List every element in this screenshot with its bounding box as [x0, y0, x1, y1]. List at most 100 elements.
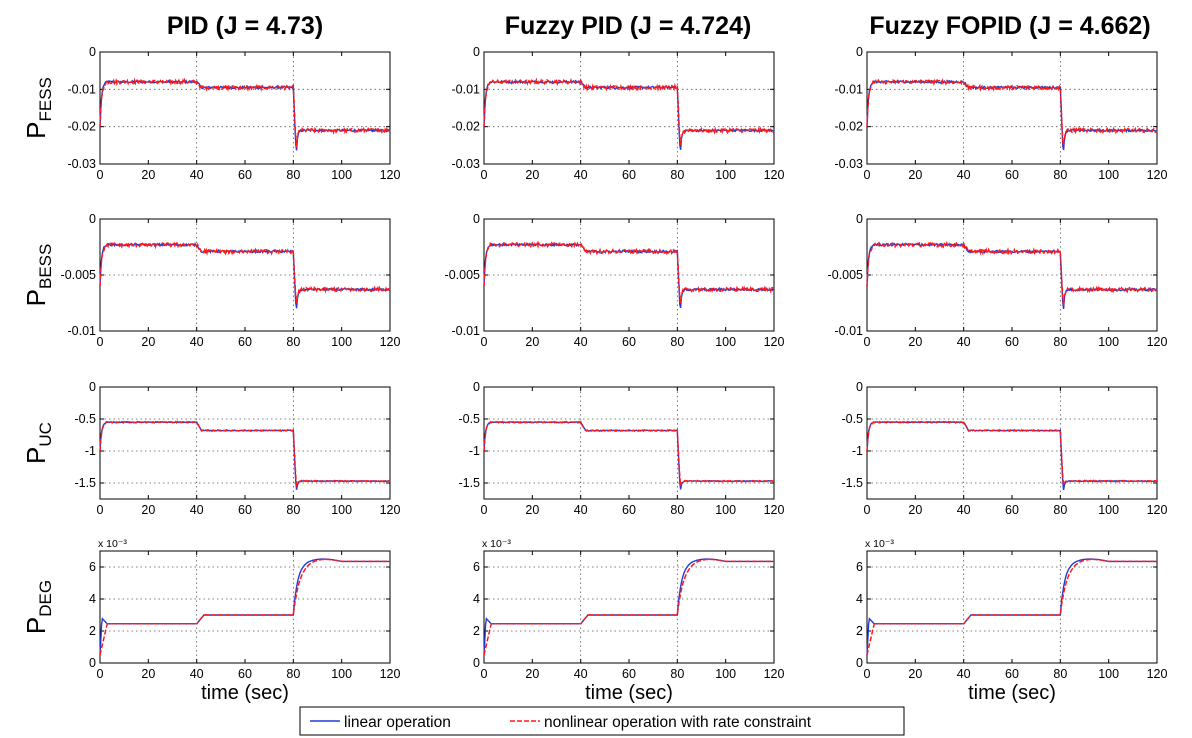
x-axis-label: time (sec) [968, 682, 1056, 704]
y-axis-label-main: P [21, 122, 51, 139]
x-tick-label: 60 [1005, 667, 1019, 681]
column-titles: PID (J = 4.73) Fuzzy PID (J = 4.724) Fuzzy… [167, 12, 1151, 40]
x-tick-label: 100 [331, 503, 352, 517]
x-tick-label: 0 [481, 503, 488, 517]
series-line-nonlinear [99, 77, 391, 148]
plot-area [99, 51, 391, 165]
x-tick-label: 120 [1147, 667, 1168, 681]
x-tick-label: 100 [1098, 168, 1119, 182]
y-axis-label-subscript: UC [36, 422, 55, 447]
y-tick-label: -1 [469, 444, 480, 458]
x-tick-label: 120 [1147, 503, 1168, 517]
subplot: 0-0.01-0.02-0.030 20 40 60 80 100 120 [68, 45, 401, 182]
x-tick-label: 60 [1005, 168, 1019, 182]
x-tick-label: 100 [715, 667, 736, 681]
x-tick-label: 40 [574, 168, 588, 182]
y-tick-label: 2 [89, 624, 96, 638]
x-tick-label: 40 [957, 335, 971, 349]
x-tick-label: 80 [670, 168, 684, 182]
subplot: 0-0.01-0.02-0.030 20 40 60 80 100 120 [452, 45, 785, 182]
series-line-nonlinear [866, 240, 1158, 306]
x-tick-label: 100 [1098, 503, 1119, 517]
y-axis-label-subscript: BESS [36, 244, 55, 289]
y-tick-label: 4 [89, 592, 96, 606]
y-tick-label: 2 [856, 624, 863, 638]
series-line-nonlinear [866, 420, 1158, 488]
y-tick-label: 6 [856, 560, 863, 574]
plot-area [99, 550, 391, 664]
x-axis-label: time (sec) [585, 682, 673, 704]
subplot: 0-0.005-0.010 20 40 60 80 100 120 [445, 212, 785, 349]
y-tick-label: -0.5 [74, 412, 96, 426]
series-line-linear [866, 79, 1158, 151]
x-tick-label: 120 [1147, 168, 1168, 182]
y-tick-label: -0.005 [445, 268, 480, 282]
y-tick-label: 0 [89, 380, 96, 394]
y-tick-label: 0 [473, 45, 480, 59]
y-axis-label-subscript: DEG [36, 580, 55, 617]
x-tick-label: 80 [670, 667, 684, 681]
y-tick-label: -1.5 [458, 476, 480, 490]
x-tick-label: 20 [525, 503, 539, 517]
plot-area [866, 550, 1158, 664]
x-tick-label: 100 [715, 503, 736, 517]
x-tick-label: 60 [238, 168, 252, 182]
plot-area [483, 550, 775, 664]
x-tick-label: 0 [864, 667, 871, 681]
column-title: Fuzzy FOPID (J = 4.662) [869, 12, 1150, 40]
x-tick-label: 0 [864, 335, 871, 349]
x-tick-label: 40 [574, 503, 588, 517]
x-tick-label: 80 [670, 503, 684, 517]
x-tick-label: 20 [141, 335, 155, 349]
plot-area [866, 51, 1158, 165]
x-tick-label: 20 [525, 335, 539, 349]
series-line-nonlinear [483, 420, 775, 487]
y-tick-label: 6 [473, 560, 480, 574]
x-tick-label: 120 [1147, 335, 1168, 349]
series-line-nonlinear [866, 558, 1157, 656]
y-tick-label: -0.01 [835, 324, 864, 338]
x-tick-label: 120 [380, 335, 401, 349]
x-tick-label: 60 [622, 503, 636, 517]
x-tick-label: 120 [764, 503, 785, 517]
x-tick-label: 0 [864, 503, 871, 517]
x-tick-label: 60 [1005, 503, 1019, 517]
y-tick-label: 2 [473, 624, 480, 638]
y-tick-label: 4 [856, 592, 863, 606]
subplot: 0-0.5-1-1.50 20 40 60 80 100 120 [458, 380, 784, 517]
y-axis-exponent: x 10⁻³ [98, 538, 127, 550]
y-axis-exponent: x 10⁻³ [482, 538, 511, 550]
x-axis-label: time (sec) [201, 682, 289, 704]
y-tick-label: -0.01 [452, 324, 481, 338]
x-tick-label: 0 [97, 503, 104, 517]
y-tick-label: -1 [852, 444, 863, 458]
y-axis-label-subscript: FESS [36, 77, 55, 121]
x-tick-label: 0 [97, 168, 104, 182]
x-tick-label: 0 [481, 335, 488, 349]
y-tick-label: 0 [89, 656, 96, 670]
x-tick-label: 120 [380, 503, 401, 517]
series-line-nonlinear [99, 241, 391, 304]
x-tick-label: 60 [238, 667, 252, 681]
y-tick-label: -0.5 [841, 412, 863, 426]
x-tick-label: 20 [141, 667, 155, 681]
y-tick-label: 0 [473, 380, 480, 394]
x-tick-label: 120 [764, 335, 785, 349]
legend-label: linear operation [344, 714, 451, 731]
x-tick-label: 0 [864, 168, 871, 182]
x-tick-label: 100 [331, 335, 352, 349]
y-tick-label: -0.005 [828, 268, 863, 282]
series-line-linear [483, 242, 775, 309]
y-tick-label: -1 [85, 444, 96, 458]
x-tick-label: 20 [908, 667, 922, 681]
x-tick-label: 100 [331, 168, 352, 182]
series-line-nonlinear [99, 558, 390, 656]
y-tick-label: -0.03 [835, 157, 864, 171]
x-tick-label: 0 [97, 667, 104, 681]
y-tick-label: 0 [856, 656, 863, 670]
subplot: 0-0.5-1-1.50 20 40 60 80 100 120 [74, 380, 400, 517]
subplot: 0-0.5-1-1.50 20 40 60 80 100 120 [841, 380, 1167, 517]
